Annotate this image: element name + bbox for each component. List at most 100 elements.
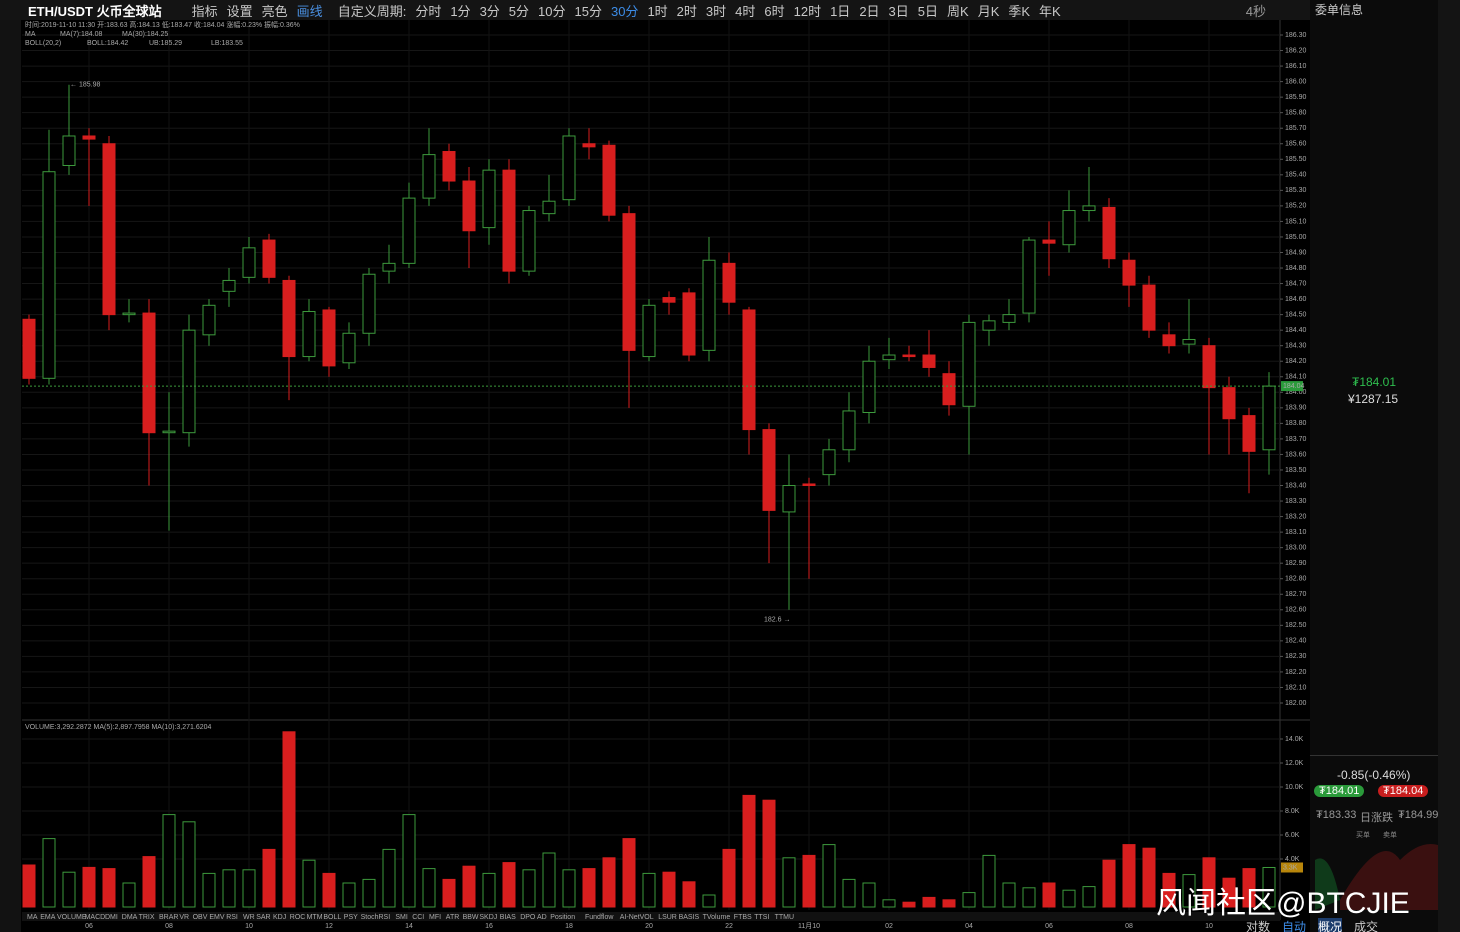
period[interactable]: 15分 bbox=[574, 3, 602, 19]
cny-price: ¥1287.15 bbox=[1348, 392, 1399, 406]
volume-bar bbox=[822, 844, 836, 908]
volume-bar bbox=[322, 872, 336, 908]
candle-body bbox=[322, 309, 336, 367]
watermark: 风闻社区@BTCJIE bbox=[1156, 887, 1410, 920]
period[interactable]: 1分 bbox=[450, 3, 471, 19]
period[interactable]: 4时 bbox=[735, 3, 756, 19]
tab[interactable]: 概况 bbox=[1318, 918, 1343, 932]
y-tick-label: 182.20 bbox=[1285, 669, 1307, 676]
period[interactable]: 月K bbox=[977, 3, 1000, 19]
period[interactable]: 5分 bbox=[508, 3, 530, 19]
timer: 4秒 bbox=[1245, 3, 1266, 19]
indicator-tab: Position bbox=[550, 914, 575, 921]
indicator-tab: VR bbox=[179, 914, 189, 921]
y-tick-label: 185.40 bbox=[1285, 172, 1307, 179]
candle-body bbox=[662, 297, 676, 303]
period[interactable]: 2日 bbox=[859, 3, 880, 19]
candle-body bbox=[922, 354, 936, 368]
volume-bar bbox=[782, 857, 796, 908]
candle-body bbox=[362, 273, 376, 334]
volume-bar bbox=[342, 882, 356, 908]
day-high: ₮184.99 bbox=[1398, 809, 1439, 821]
tab[interactable]: 对数 bbox=[1246, 920, 1271, 932]
volume-bar bbox=[222, 869, 236, 908]
period[interactable]: 3时 bbox=[705, 3, 727, 19]
period[interactable]: 周K bbox=[947, 3, 969, 19]
y-tick-label: 185.70 bbox=[1285, 125, 1307, 132]
legend-item: BOLL(20,2) bbox=[25, 40, 61, 47]
y-tick-label: 184.20 bbox=[1285, 358, 1307, 365]
x-tick-label: 06 bbox=[85, 923, 93, 930]
indicator-tab: EMA bbox=[40, 914, 56, 921]
menu-item[interactable]: 亮色 bbox=[261, 3, 288, 19]
symbol[interactable]: ETH/USDT 火币全球站 bbox=[28, 3, 162, 19]
candle-body bbox=[542, 200, 556, 215]
volume-bar bbox=[922, 896, 936, 908]
tab[interactable]: 自动 bbox=[1282, 920, 1307, 932]
volume-bar bbox=[142, 856, 156, 908]
ask-button[interactable]: ₮184.04 bbox=[1378, 785, 1429, 797]
custom-period[interactable]: 自定义周期: bbox=[337, 3, 407, 19]
period[interactable]: 1日 bbox=[830, 3, 851, 19]
x-tick-label: 06 bbox=[1045, 923, 1053, 930]
volume-bar bbox=[642, 872, 656, 908]
period[interactable]: 30分 bbox=[610, 3, 639, 19]
indicator-tab: ROC bbox=[290, 914, 306, 921]
volume-bar bbox=[982, 854, 996, 908]
period[interactable]: 5日 bbox=[917, 3, 939, 19]
tab[interactable]: 成交 bbox=[1354, 920, 1379, 932]
period[interactable]: 季K bbox=[1008, 3, 1031, 19]
y-tick-label: 6.0K bbox=[1285, 832, 1300, 839]
y-tick-label: 14.0K bbox=[1285, 736, 1304, 743]
y-tick-label: 184.50 bbox=[1285, 311, 1307, 318]
day-change-label: 日涨跌 bbox=[1360, 812, 1393, 824]
period[interactable]: 1时 bbox=[647, 3, 668, 19]
candle-body bbox=[302, 311, 316, 358]
bid-button[interactable]: ₮184.01 bbox=[1314, 785, 1365, 797]
y-tick-label: 183.80 bbox=[1285, 420, 1307, 427]
y-tick-label: 185.30 bbox=[1285, 187, 1307, 194]
indicator-tab: BRAR bbox=[159, 914, 178, 921]
candle-body bbox=[82, 135, 96, 140]
y-tick-label: 184.60 bbox=[1285, 296, 1307, 303]
candle-body bbox=[382, 262, 396, 272]
y-tick-label: 185.80 bbox=[1285, 110, 1307, 117]
candle-body bbox=[282, 279, 296, 358]
y-tick-label: 182.80 bbox=[1285, 576, 1307, 583]
volume-bar bbox=[962, 892, 976, 908]
period[interactable]: 12时 bbox=[793, 3, 822, 19]
y-tick-label: 183.30 bbox=[1285, 498, 1307, 505]
candle-body bbox=[1182, 338, 1196, 345]
right-iconbar bbox=[1438, 0, 1460, 932]
candle-body bbox=[442, 151, 456, 182]
period[interactable]: 2时 bbox=[676, 3, 697, 19]
candle-body bbox=[562, 135, 576, 201]
y-tick-label: 182.70 bbox=[1285, 591, 1307, 598]
period[interactable]: 分时 bbox=[415, 3, 442, 19]
bottom-tabs: 对数 自动 概况 成交 bbox=[1246, 918, 1390, 932]
volume-bar bbox=[902, 901, 916, 908]
period[interactable]: 6时 bbox=[764, 3, 785, 19]
y-tick-label: 186.20 bbox=[1285, 47, 1307, 54]
menu-item[interactable]: 画线 bbox=[296, 3, 323, 19]
candle-body bbox=[402, 197, 416, 264]
volume-bar bbox=[762, 799, 776, 908]
volume-bar bbox=[542, 852, 556, 908]
period[interactable]: 年K bbox=[1039, 3, 1061, 19]
x-tick-label: 14 bbox=[405, 923, 413, 930]
y-tick-label: 185.90 bbox=[1285, 94, 1307, 101]
menu-item[interactable]: 指标 bbox=[191, 3, 218, 19]
menu-item[interactable]: 设置 bbox=[226, 3, 253, 19]
indicator-tab: BASIS bbox=[679, 914, 700, 921]
indicator-tab: BBW bbox=[463, 914, 479, 921]
x-tick-label: 16 bbox=[485, 923, 493, 930]
period[interactable]: 3日 bbox=[888, 3, 909, 19]
price-tag bbox=[1281, 381, 1303, 392]
period[interactable]: 10分 bbox=[538, 3, 566, 19]
day-low: ₮183.33 bbox=[1316, 809, 1357, 821]
y-tick-label: 182.00 bbox=[1285, 700, 1307, 707]
candle-body bbox=[482, 169, 496, 229]
period[interactable]: 3分 bbox=[479, 3, 500, 19]
y-tick-label: 184.10 bbox=[1285, 374, 1307, 381]
